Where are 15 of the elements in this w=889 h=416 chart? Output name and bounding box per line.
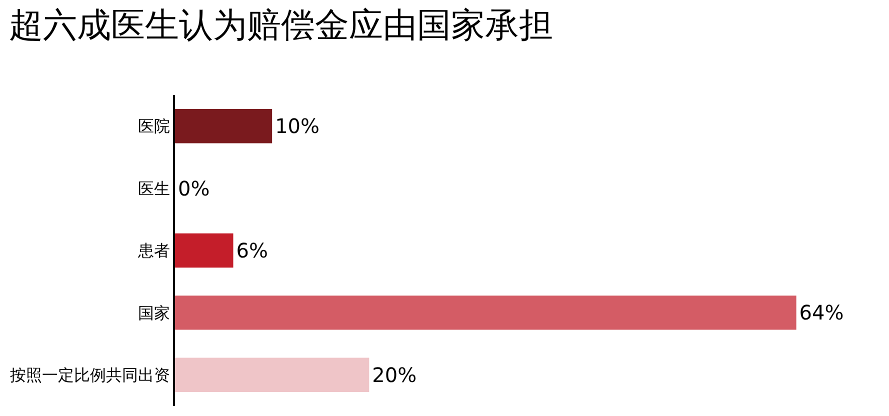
bar bbox=[175, 358, 370, 392]
bar bbox=[175, 233, 234, 268]
chart-title: 超六成医生认为赔偿金应由国家承担 bbox=[8, 5, 553, 46]
bar bbox=[175, 109, 272, 144]
y-tick-label: 医院 bbox=[138, 116, 170, 136]
data-label: 6% bbox=[236, 238, 268, 263]
data-label: 0% bbox=[178, 176, 210, 200]
bar bbox=[175, 296, 796, 330]
data-label: 64% bbox=[799, 300, 844, 325]
data-label: 20% bbox=[372, 362, 417, 387]
y-tick-label: 国家 bbox=[138, 303, 170, 322]
y-tick-label: 按照一定比例共同出资 bbox=[10, 366, 170, 384]
y-tick-label: 患者 bbox=[136, 241, 170, 260]
y-tick-label: 医生 bbox=[138, 178, 170, 198]
data-label: 10% bbox=[275, 114, 320, 138]
